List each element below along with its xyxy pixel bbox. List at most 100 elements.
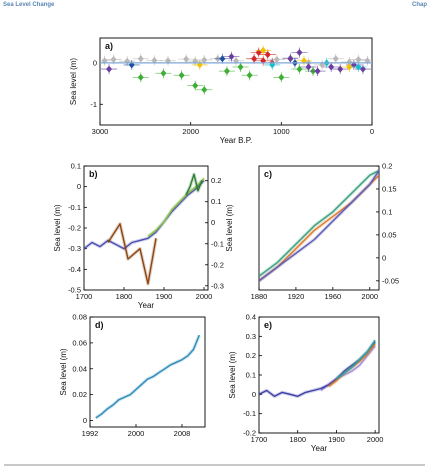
y-right-tick-label: -0.2: [211, 260, 224, 269]
data-point: [110, 56, 117, 64]
panel-label: a): [105, 41, 113, 51]
y-right-tick-label: -0.05: [382, 276, 399, 285]
data-point: [314, 67, 321, 75]
plot-frame: [99, 37, 373, 126]
data-point: [137, 73, 144, 81]
data-point: [223, 67, 230, 75]
x-axis-label: Year: [138, 301, 155, 310]
figure-caption: [4, 462, 425, 468]
data-point: [273, 56, 280, 64]
data-point: [355, 63, 362, 71]
x-tick-label: 2000: [367, 435, 384, 444]
y-right-tick-label: -0.3: [211, 281, 224, 290]
data-point: [151, 56, 158, 64]
data-point: [201, 86, 208, 94]
y-tick-label: -0.2: [243, 429, 256, 438]
series-band: [259, 341, 377, 399]
data-point: [296, 49, 303, 56]
data-point: [355, 56, 362, 64]
running-header-section: Sea Level Change: [3, 2, 55, 8]
series-line: [259, 170, 379, 282]
data-point: [287, 55, 294, 63]
series-line: [107, 223, 157, 285]
y-right-axis-label: Sea level (m): [225, 204, 234, 251]
y-right-tick-label: 0.2: [382, 162, 392, 171]
x-tick-label: 2000: [128, 429, 145, 438]
data-point: [278, 73, 285, 81]
x-tick-label: 1700: [251, 435, 268, 444]
y-tick-label: 0: [252, 390, 256, 399]
y-axis-label: Sea level (m): [228, 351, 237, 398]
y-tick-label: 0.04: [72, 364, 87, 373]
x-tick-label: 2008: [174, 429, 191, 438]
data-point: [137, 55, 144, 63]
series-line: [147, 177, 205, 237]
chart-panel-0: a) 3000 2000 1000 0 0 -1 Year B.P. Sea level (m): [69, 37, 374, 145]
panel-label: b): [89, 169, 98, 179]
data-point: [332, 55, 339, 63]
data-point: [124, 57, 131, 65]
y-right-tick-label: 0.05: [382, 230, 397, 239]
data-point: [346, 63, 353, 71]
x-tick-label: 2000: [196, 292, 213, 301]
data-point: [269, 61, 276, 69]
chart-panel-2: c) 1880 1920 1960 2000 0.2 0.15 0.1 0.05 0 -0.05: [251, 162, 399, 302]
x-tick-label: 1800: [116, 292, 133, 301]
x-tick-label: 1880: [251, 292, 268, 301]
data-point: [260, 46, 267, 54]
chart-panel-3: d) 1992 2000 2008 0.08 0.06 0.04 0.02 0 Sea level…: [59, 313, 206, 438]
plot-frame: [258, 316, 380, 434]
data-point: [128, 61, 135, 69]
series-band: [259, 169, 379, 278]
x-tick-label: 1800: [289, 435, 306, 444]
plot-area: [84, 172, 206, 286]
y-right-tick-label: 0.15: [382, 184, 397, 193]
plot-area: [94, 334, 201, 420]
panel-label: c): [264, 169, 272, 179]
y-axis-label: Sea level (m): [69, 58, 78, 105]
y-tick-label: 0: [77, 182, 81, 191]
plot-frame: [89, 316, 206, 428]
y-axis-label: Sea level (m): [53, 204, 62, 251]
y-tick-label: -0.2: [68, 224, 81, 233]
series-line: [259, 169, 379, 277]
y-tick-label: -0.5: [68, 286, 81, 295]
y-tick-label: -0.1: [243, 409, 256, 418]
series-line: [84, 180, 205, 250]
series-band: [335, 339, 377, 381]
x-tick-label: 1960: [325, 292, 342, 301]
y-right-tick-label: 0.2: [211, 176, 221, 185]
series-line: [185, 173, 203, 196]
running-header-chapter: Chap: [412, 2, 427, 8]
y-axis-label: Sea level (m): [59, 348, 68, 395]
data-point: [106, 65, 113, 73]
y-right-tick-label: 0.1: [211, 197, 221, 206]
y-tick-label: -0.1: [68, 203, 81, 212]
x-tick-label: 1000: [273, 127, 290, 136]
plot-area: [259, 339, 377, 399]
caption-line: [4, 464, 425, 466]
y-tick-label: 0.1: [246, 371, 256, 380]
x-tick-label: 1992: [82, 429, 99, 438]
y-tick-label: -1: [90, 100, 97, 109]
y-right-tick-label: -0.1: [211, 239, 224, 248]
chart-panel-1: b) 1700 1800 1900 2000 0.1 0 -0.1 -0.2 -0.3 -0.4 -0…: [53, 162, 234, 311]
y-tick-label: -0.4: [68, 265, 81, 274]
y-tick-label: 0.3: [246, 332, 256, 341]
y-right-tick-label: 0: [211, 218, 215, 227]
panel-label: e): [264, 320, 272, 330]
x-axis-label: Year B.P.: [220, 136, 252, 145]
data-point: [201, 56, 208, 64]
data-point: [178, 71, 185, 79]
x-tick-label: 2000: [182, 127, 199, 136]
data-point: [160, 69, 167, 77]
x-tick-label: 3000: [92, 127, 109, 136]
y-tick-label: 0.4: [246, 313, 256, 322]
y-tick-label: 0: [93, 58, 97, 67]
x-tick-label: 0: [370, 127, 374, 136]
y-tick-label: 0: [83, 416, 87, 425]
chart-panel-4: e) 1700 1800 1900 2000 0.4 0.3 0.2 0.1 0 -0.1 -0.2 Y…: [228, 313, 383, 454]
y-right-tick-label: 0.1: [382, 207, 392, 216]
series-band: [106, 222, 158, 286]
